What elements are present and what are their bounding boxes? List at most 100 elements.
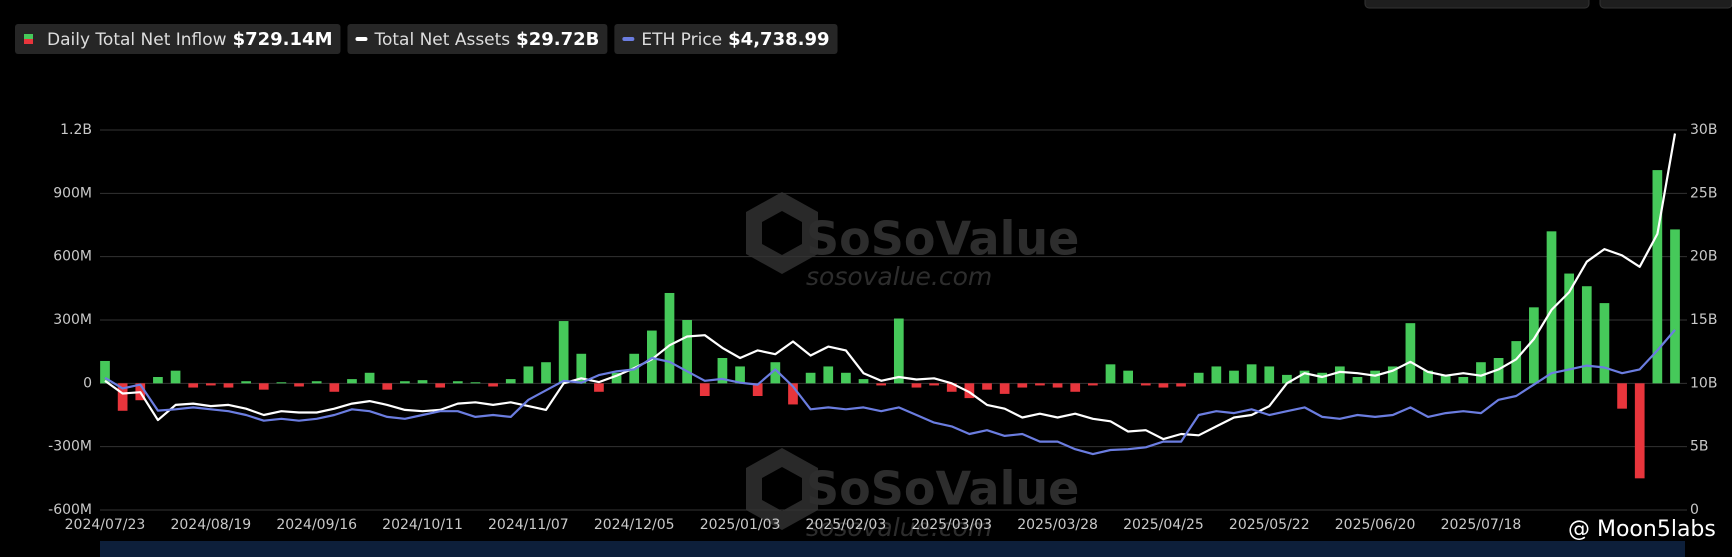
- bar: [205, 383, 216, 386]
- bar: [505, 379, 516, 384]
- bar: [223, 383, 234, 388]
- legend-marker: [24, 34, 33, 39]
- bar: [946, 383, 957, 392]
- bar: [964, 383, 975, 399]
- bar: [1458, 377, 1469, 384]
- bar: [117, 383, 128, 411]
- watermark-logo: [746, 192, 818, 274]
- bar: [1176, 383, 1186, 387]
- bar: [576, 353, 587, 384]
- bar: [1405, 323, 1416, 384]
- legend-box: [15, 24, 341, 54]
- bar: [1387, 366, 1398, 384]
- bar: [1193, 372, 1204, 384]
- bar: [682, 320, 692, 384]
- bar: [258, 383, 269, 390]
- bar: [1264, 366, 1275, 384]
- legend-item: Total Net Assets $29.72B: [347, 24, 608, 54]
- bar: [717, 358, 728, 384]
- x-tick-label: 2024/10/11: [382, 517, 463, 533]
- bar: [805, 372, 816, 384]
- bar: [752, 383, 763, 396]
- bar: [170, 370, 181, 384]
- bar: [1282, 374, 1292, 384]
- bar: [488, 383, 498, 387]
- bar: [1546, 231, 1557, 384]
- bar: [1599, 303, 1610, 384]
- y-tick-label: 300M: [53, 312, 92, 328]
- navigator[interactable]: [100, 541, 1685, 557]
- bar: [1140, 383, 1151, 386]
- bar: [523, 366, 534, 384]
- bar: [311, 381, 322, 384]
- bar: [1511, 341, 1522, 384]
- bar: [1670, 229, 1680, 384]
- bar: [1334, 366, 1345, 384]
- bar: [1229, 370, 1239, 384]
- x-tick-label: 2025/02/03: [806, 517, 887, 533]
- bar: [770, 362, 781, 384]
- legend-marker: [622, 37, 635, 41]
- bar: [1035, 383, 1045, 386]
- x-tick-label: 2025/03/03: [911, 517, 992, 533]
- line: [104, 329, 1676, 456]
- legend-marker: [355, 37, 368, 41]
- bar: [982, 383, 992, 390]
- x-tick-label: 2024/11/07: [488, 517, 569, 533]
- bar: [1581, 286, 1592, 384]
- legend-name: ETH Price: [641, 30, 722, 50]
- bar: [611, 372, 622, 384]
- bar: [1352, 377, 1363, 384]
- watermark-brand: SoSoValue: [806, 462, 1079, 516]
- bar: [329, 383, 340, 392]
- y-tick-label: 0: [83, 375, 92, 391]
- bar: [347, 379, 357, 384]
- bar: [294, 383, 304, 387]
- credit: @ Moon5labs: [1568, 517, 1716, 542]
- x-tick-label: 2024/09/16: [276, 517, 357, 533]
- bar: [1634, 383, 1645, 479]
- bar: [470, 382, 481, 384]
- bar: [1070, 383, 1081, 392]
- y-tick-label: 1.2B: [60, 122, 92, 138]
- bar: [1493, 358, 1504, 384]
- bar: [1088, 383, 1098, 386]
- bar: [153, 377, 163, 384]
- bar: [558, 321, 569, 384]
- bar: [999, 383, 1010, 394]
- legend-value: $4,738.99: [728, 29, 829, 50]
- toolbar-button[interactable]: [1599, 0, 1732, 9]
- bar: [893, 318, 904, 384]
- x-tick-label: 2024/08/19: [170, 517, 251, 533]
- x-tick-label: 2025/07/18: [1441, 517, 1522, 533]
- y-tick-label: -600M: [48, 502, 92, 518]
- watermark-site: sosovalue.com: [806, 262, 992, 291]
- bar: [1652, 170, 1663, 384]
- bar: [364, 372, 375, 384]
- bar: [735, 366, 745, 384]
- toolbar-button[interactable]: [1364, 0, 1590, 9]
- bar: [1158, 383, 1169, 388]
- bar: [1052, 383, 1063, 388]
- bar: [382, 383, 393, 390]
- bar: [1211, 366, 1222, 384]
- bar: [435, 383, 446, 388]
- legend-item: Daily Total Net Inflow $729.14M: [15, 24, 341, 54]
- bar: [1017, 383, 1028, 388]
- x-tick-label: 2025/06/20: [1335, 517, 1416, 533]
- x-tick-label: 2025/04/25: [1123, 517, 1204, 533]
- bar: [1246, 364, 1257, 384]
- bar: [858, 379, 869, 384]
- x-tick-label: 2025/01/03: [700, 517, 781, 533]
- bar: [594, 383, 604, 392]
- y-tick-label: -300M: [48, 439, 92, 455]
- bar: [400, 381, 410, 384]
- bar: [823, 366, 834, 384]
- legend-item: ETH Price $4,738.99: [614, 24, 838, 54]
- bar: [417, 380, 428, 384]
- legend-box: [614, 24, 838, 54]
- legend: Daily Total Net Inflow $729.14M Total Net …: [15, 24, 838, 54]
- y2-tick-label: 25B: [1690, 185, 1717, 201]
